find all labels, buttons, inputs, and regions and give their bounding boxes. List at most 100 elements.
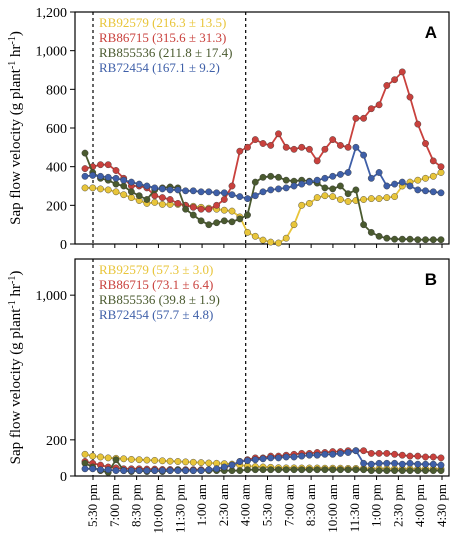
- data-point-RB86715: [259, 140, 267, 147]
- y-axis-label: Sap flow velocity (g plant-1 hr-1): [7, 31, 25, 225]
- x-tick-label: 7:00 am: [281, 484, 296, 526]
- data-point-RB86715: [437, 454, 445, 462]
- data-point-RB72454: [298, 180, 306, 188]
- data-point-RB86715: [429, 157, 437, 165]
- panel-b: 0 200 1,000 RB92579 (57.3 ± 3.0)RB86715 (73…: [36, 258, 450, 485]
- data-point-RB86715: [290, 145, 298, 153]
- data-point-RB72454: [228, 191, 236, 199]
- data-point-RB855536: [298, 466, 306, 474]
- data-point-RB86715: [104, 161, 112, 169]
- data-point-RB92579: [205, 459, 213, 467]
- data-point-RB92579: [267, 238, 275, 246]
- data-point-RB855536: [321, 184, 329, 192]
- data-point-RB92579: [189, 458, 197, 466]
- data-point-RB855536: [81, 149, 89, 157]
- data-point-RB92579: [329, 193, 337, 201]
- data-point-RB92579: [391, 193, 398, 201]
- data-point-RB855536: [375, 467, 383, 474]
- data-point-RB86715: [367, 449, 375, 457]
- data-point-RB855536: [282, 176, 290, 184]
- data-point-RB72454: [422, 187, 429, 195]
- data-point-RB855536: [429, 236, 437, 244]
- y-tick-label: 800: [46, 83, 67, 98]
- data-point-RB86715: [360, 114, 367, 122]
- data-point-RB855536: [414, 467, 422, 474]
- data-point-RB855536: [236, 215, 244, 223]
- data-point-RB72454: [367, 174, 375, 182]
- data-point-RB72454: [158, 185, 166, 193]
- data-point-RB92579: [127, 194, 135, 202]
- data-point-RB855536: [367, 467, 375, 474]
- data-point-RB72454: [429, 188, 437, 196]
- y-tick-label: 0: [60, 470, 67, 485]
- data-point-RB72454: [97, 172, 104, 180]
- data-point-RB72454: [151, 184, 159, 192]
- data-point-RB86715: [391, 76, 398, 84]
- legend-entry-RB92579: RB92579 (57.3 ± 3.0): [99, 262, 213, 277]
- data-point-RB72454: [189, 467, 197, 474]
- data-point-RB72454: [437, 189, 445, 197]
- data-point-RB855536: [259, 466, 267, 474]
- legend-entry-RB855536: RB855536 (211.8 ± 17.4): [99, 45, 232, 60]
- data-point-RB855536: [422, 467, 429, 474]
- data-point-RB855536: [360, 466, 367, 474]
- y-axis-title: Sap flow velocity (g plant-1 hr-1) Sap fl…: [7, 31, 25, 464]
- data-point-RB72454: [429, 460, 437, 468]
- data-point-RB86715: [367, 105, 375, 113]
- series-RB72454: [81, 143, 445, 203]
- data-point-RB86715: [205, 205, 213, 213]
- y-tick-label: 1,000: [36, 45, 68, 60]
- data-point-RB72454: [120, 467, 128, 474]
- data-point-RB86715: [298, 143, 306, 151]
- data-point-RB855536: [290, 466, 298, 474]
- data-point-RB92579: [143, 456, 151, 464]
- data-point-RB92579: [89, 184, 97, 192]
- data-point-RB72454: [127, 178, 135, 186]
- x-tick-label: 10:00 am: [325, 484, 340, 533]
- data-point-RB72454: [236, 458, 244, 465]
- series-RB86715: [81, 68, 445, 213]
- data-point-RB72454: [282, 184, 290, 192]
- data-point-RB92579: [97, 185, 104, 193]
- data-point-RB72454: [135, 467, 143, 474]
- data-point-RB72454: [81, 465, 89, 473]
- x-tick-label: 5:30 pm: [85, 484, 100, 527]
- data-point-RB72454: [127, 467, 135, 474]
- data-point-RB72454: [112, 174, 120, 182]
- data-point-RB855536: [275, 173, 282, 181]
- data-point-RB92579: [290, 221, 298, 229]
- data-point-RB86715: [251, 136, 259, 144]
- data-point-RB86715: [383, 449, 391, 457]
- data-point-RB92579: [275, 239, 282, 247]
- data-point-RB855536: [282, 466, 290, 474]
- data-point-RB855536: [220, 217, 228, 225]
- x-tick-label: 11:30 pm: [172, 484, 187, 533]
- data-point-RB72454: [236, 193, 244, 201]
- data-point-RB92579: [182, 458, 190, 466]
- data-point-RB72454: [375, 169, 383, 176]
- data-point-RB72454: [174, 186, 182, 194]
- x-tick-label: 8:30 pm: [129, 484, 144, 527]
- data-point-RB72454: [414, 186, 422, 194]
- data-point-RB855536: [251, 178, 259, 186]
- data-point-RB92579: [429, 172, 437, 180]
- data-point-RB72454: [336, 449, 344, 457]
- data-point-RB72454: [352, 143, 360, 151]
- data-point-RB92579: [127, 455, 135, 463]
- data-point-RB92579: [298, 201, 306, 209]
- data-point-RB855536: [228, 218, 236, 226]
- data-point-RB86715: [97, 161, 104, 169]
- data-point-RB72454: [398, 460, 406, 468]
- data-point-RB86715: [352, 114, 360, 122]
- data-point-RB86715: [305, 145, 313, 153]
- data-point-RB92579: [166, 457, 174, 465]
- data-point-RB92579: [81, 450, 89, 458]
- data-point-RB86715: [336, 141, 344, 149]
- data-point-RB72454: [398, 178, 406, 186]
- data-point-RB72454: [290, 453, 298, 461]
- data-point-RB855536: [127, 188, 135, 196]
- data-point-RB86715: [313, 157, 321, 165]
- data-point-RB86715: [398, 68, 406, 76]
- data-point-RB72454: [383, 459, 391, 467]
- data-point-RB72454: [406, 182, 414, 190]
